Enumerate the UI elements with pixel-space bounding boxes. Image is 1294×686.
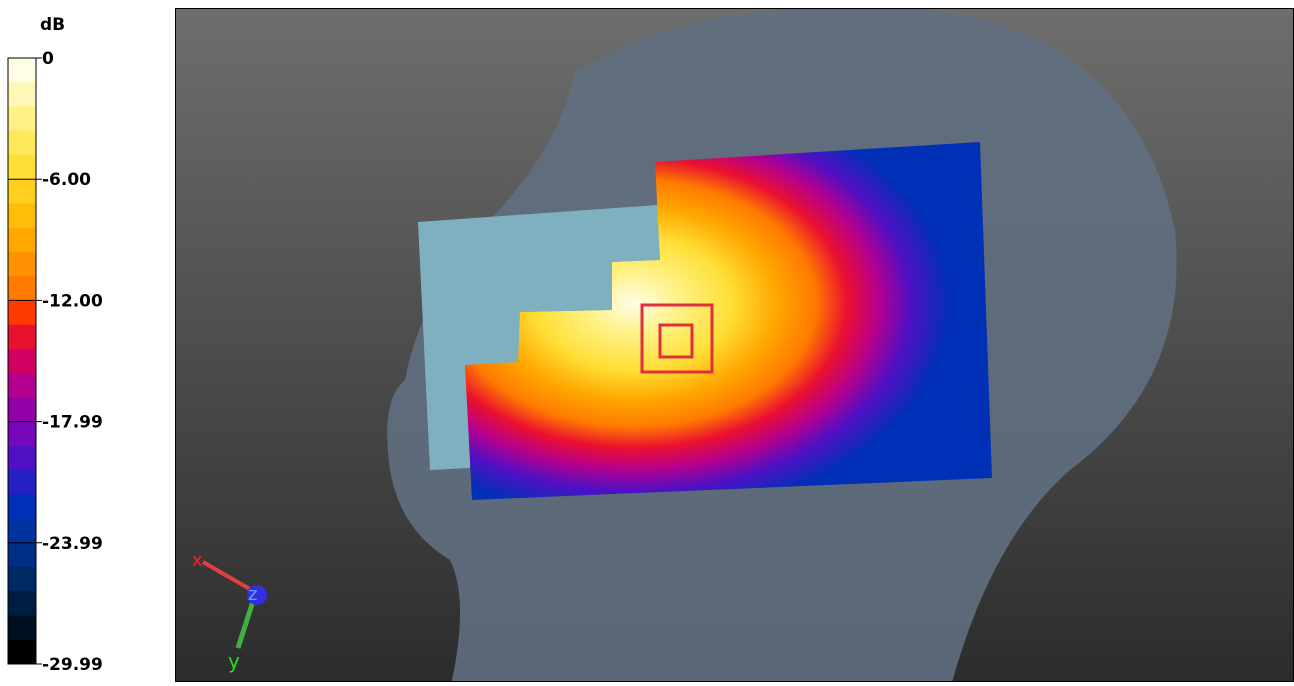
colorbar-label: -17.99 <box>42 413 103 433</box>
colorbar-band <box>8 276 36 301</box>
colorbar-band <box>8 591 36 617</box>
axis-label: z <box>248 584 257 605</box>
colorbar-band <box>8 639 36 665</box>
peak-marker <box>640 303 714 374</box>
axis-label: y <box>228 649 240 673</box>
colorbar-label: -29.99 <box>42 655 103 675</box>
colorbar-band <box>8 227 36 253</box>
axis-z <box>247 585 267 605</box>
peak-marker <box>658 323 694 359</box>
axis-label: x <box>192 550 203 571</box>
scene: x z y <box>192 9 1177 681</box>
colorbar-label: -6.00 <box>42 170 91 190</box>
colorbar-band <box>8 615 36 641</box>
colorbar-band <box>8 106 36 132</box>
colorbar-unit: dB <box>40 15 65 35</box>
colorbar-band <box>8 445 36 471</box>
colorbar-band <box>8 421 36 447</box>
colorbar-band <box>8 397 36 423</box>
colorbar-band <box>8 203 36 229</box>
colorbar-band <box>8 324 36 350</box>
colorbar-band <box>8 82 36 107</box>
colorbar-label: 0 <box>42 49 54 69</box>
colorbar-band <box>8 348 36 374</box>
colorbar-band <box>8 154 36 180</box>
colorbar: 0 -6.00 -12.00 -17.99 -23.99 -29.99 <box>7 49 103 675</box>
colorbar-band <box>8 518 36 544</box>
colorbar-band <box>8 130 36 156</box>
axis-y <box>235 594 258 649</box>
colorbar-band <box>8 494 36 520</box>
field-map <box>465 142 992 500</box>
probe-area <box>418 205 660 470</box>
colorbar-band <box>8 58 36 83</box>
colorbar-band <box>8 567 36 592</box>
colorbar-band <box>8 542 36 568</box>
axis-x <box>202 560 256 594</box>
colorbar-band <box>8 251 36 277</box>
colorbar-label: -23.99 <box>42 534 103 554</box>
colorbar-band <box>8 300 36 326</box>
colorbar-band <box>8 373 36 398</box>
colorbar-band <box>8 179 36 204</box>
colorbar-label: -12.00 <box>42 291 103 311</box>
colorbar-band <box>8 470 36 495</box>
